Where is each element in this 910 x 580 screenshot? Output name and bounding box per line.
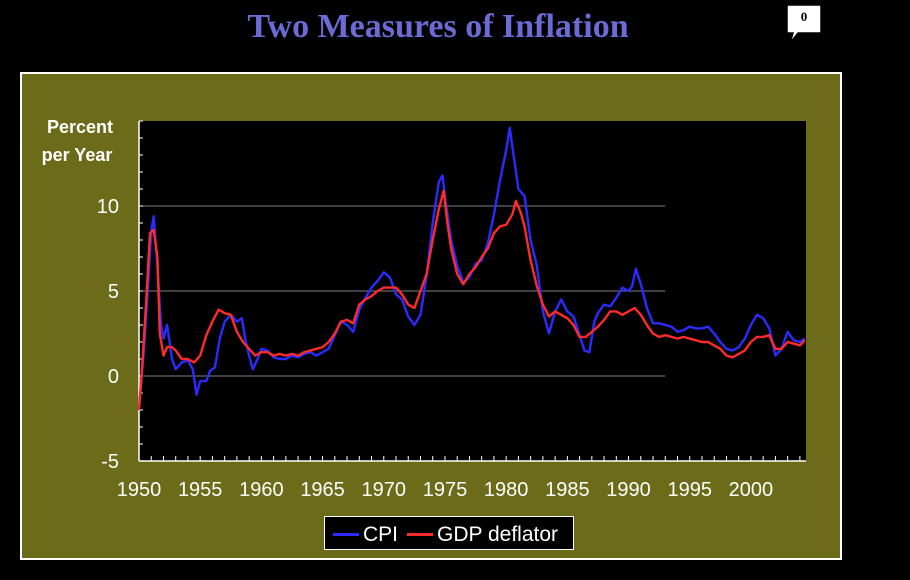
x-tick-label-1970: 1970 [362, 479, 407, 501]
chart-frame: -5 0 5 10 1950 1955 1960 1965 1970 1975 1980 1985 19… [20, 72, 842, 560]
x-tick-label-1980: 1980 [484, 479, 529, 501]
gridlines [139, 205, 666, 377]
x-tick-label-1975: 1975 [423, 479, 468, 501]
series-line-cpi [137, 126, 806, 411]
series-line-gdp-deflator [137, 189, 806, 411]
line-chart: -5 0 5 10 1950 1955 1960 1965 1970 1975 1980 1985 19… [97, 120, 806, 501]
x-tick-label-1955: 1955 [178, 479, 223, 501]
speech-bubble-icon [786, 4, 822, 44]
x-tick-label-1960: 1960 [239, 479, 284, 501]
legend: CPI GDP deflator [324, 516, 574, 550]
y-tick-label--5: -5 [101, 451, 119, 473]
legend-swatch-cpi [333, 533, 359, 536]
legend-label-gdp-deflator: GDP deflator [437, 523, 559, 546]
y-tick-label-5: 5 [108, 281, 119, 303]
x-tick-label-1995: 1995 [667, 479, 712, 501]
slide-title: Two Measures of Inflation [247, 8, 629, 45]
y-tick-label-10: 10 [97, 196, 119, 218]
tick-labels: -5 0 5 10 1950 1955 1960 1965 1970 1975 1980 1985 19… [97, 196, 773, 501]
x-tick-label-1990: 1990 [606, 479, 651, 501]
y-axis-label-line-1: Percent [46, 117, 114, 137]
x-tick-label-1985: 1985 [545, 479, 590, 501]
legend-label-cpi: CPI [363, 523, 399, 546]
y-axis-label-line-2: per Year [41, 145, 113, 165]
x-tick-label-1950: 1950 [117, 479, 162, 501]
comment-count: 0 [800, 9, 808, 24]
comment-badge[interactable]: 0 [786, 4, 822, 44]
y-tick-label-0: 0 [108, 366, 119, 388]
x-tick-label-2000: 2000 [729, 479, 774, 501]
x-tick-label-1965: 1965 [300, 479, 345, 501]
legend-swatch-gdp-deflator [407, 533, 433, 536]
series-group [137, 126, 806, 411]
